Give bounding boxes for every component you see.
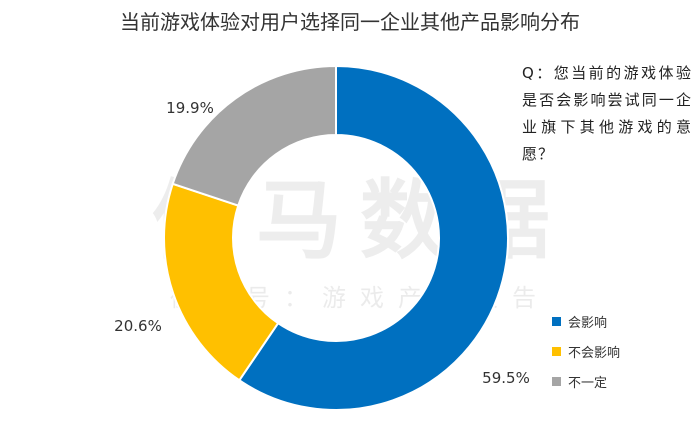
donut-slice (171, 64, 337, 207)
donut-slice (163, 182, 280, 382)
legend-swatch (552, 376, 561, 386)
legend-swatch (552, 316, 561, 326)
slice-value-label: 20.6% (114, 317, 162, 335)
legend-swatch (552, 346, 561, 356)
survey-question: Q：您当前的游戏体验是否会影响尝试同一企业旗下其他游戏的意愿？ (522, 64, 692, 163)
legend-label: 不会影响 (568, 345, 621, 361)
chart-title: 当前游戏体验对用户选择同一企业其他产品影响分布 (120, 10, 580, 34)
chart-legend: 会影响 不会影响 不一定 (552, 306, 620, 396)
legend-item: 不会影响 (552, 336, 620, 366)
legend-item: 会影响 (552, 306, 620, 336)
legend-item: 不一定 (552, 366, 620, 396)
donut-slice (237, 64, 509, 411)
legend-label: 不一定 (568, 375, 608, 391)
slice-value-label: 19.9% (166, 99, 214, 117)
legend-label: 会影响 (568, 315, 608, 331)
slice-value-label: 59.5% (482, 369, 530, 387)
